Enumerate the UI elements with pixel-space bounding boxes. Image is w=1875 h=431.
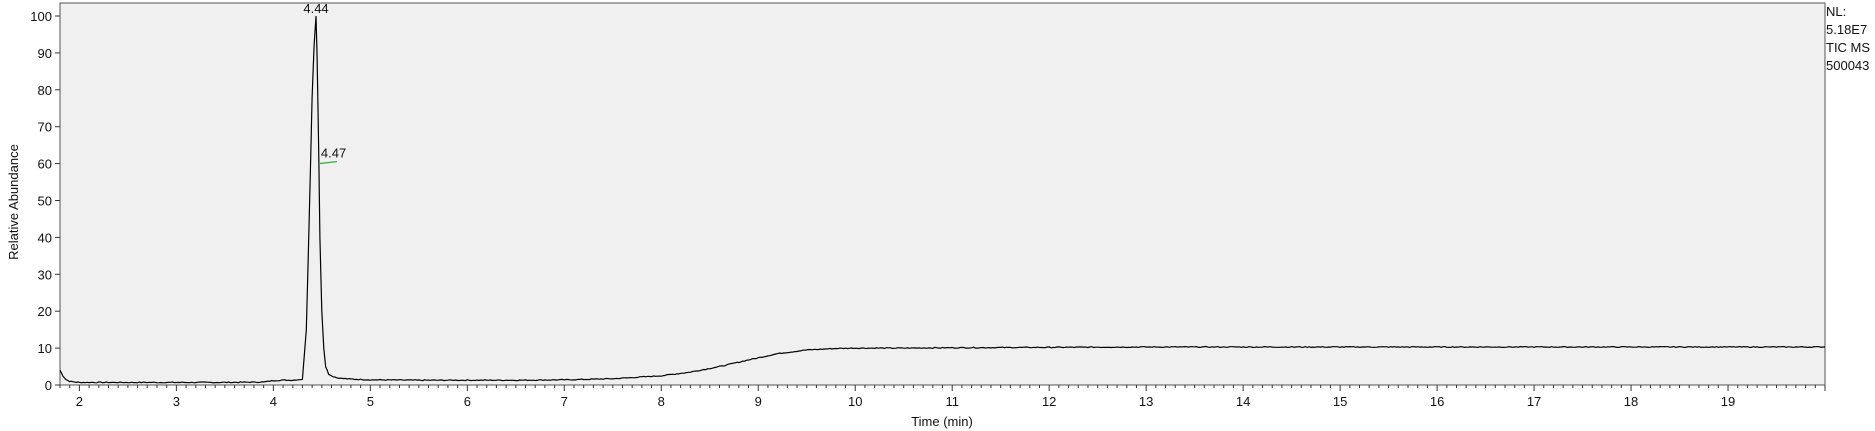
y-tick-label: 50: [38, 194, 52, 209]
x-tick-label: 3: [173, 394, 180, 409]
x-tick-label: 5: [367, 394, 374, 409]
peak-annotations: 4.44 4.47: [303, 1, 346, 165]
y-tick-label: 70: [38, 120, 52, 135]
x-tick-label: 8: [658, 394, 665, 409]
x-tick-label: 15: [1333, 394, 1347, 409]
scan-filter: TIC MS: [1826, 40, 1871, 55]
x-tick-label: 6: [464, 394, 471, 409]
x-tick-label: 14: [1236, 394, 1250, 409]
x-tick-label: 13: [1139, 394, 1153, 409]
x-tick-label: 9: [755, 394, 762, 409]
file-name: 500043: [1826, 58, 1870, 73]
y-axis-title: Relative Abundance: [6, 144, 21, 260]
x-tick-label: 7: [561, 394, 568, 409]
tic-trace-line: [59, 15, 1825, 384]
peak-marker: [318, 161, 337, 165]
y-tick-label: 80: [38, 83, 52, 98]
trace-info-panel: NL: 5.18E7 TIC MS 500043: [1826, 3, 1870, 75]
plot-area: [59, 2, 1826, 386]
x-tick-label: 18: [1624, 394, 1638, 409]
peak-label: 4.47: [321, 146, 346, 161]
y-tick-label: 0: [45, 378, 52, 393]
y-tick-label: 90: [38, 46, 52, 61]
x-axis-title: Time (min): [911, 414, 973, 429]
x-tick-label: 19: [1721, 394, 1735, 409]
x-tick-label: 16: [1430, 394, 1444, 409]
y-tick-label: 10: [38, 341, 52, 356]
y-tick-label: 30: [38, 267, 52, 282]
normalization-value: 5.18E7: [1826, 22, 1868, 37]
y-tick-label: 40: [38, 230, 52, 245]
y-axis: 0 10 20 30 40 50 60 70 80 90 100: [30, 9, 60, 393]
x-tick-label: 4: [270, 394, 277, 409]
x-tick-label: 12: [1042, 394, 1056, 409]
y-tick-label: 60: [38, 157, 52, 172]
peak-label: 4.44: [303, 1, 328, 16]
x-tick-label: 2: [76, 394, 83, 409]
x-tick-label: 11: [945, 394, 959, 409]
y-tick-label: 20: [38, 304, 52, 319]
y-tick-label: 100: [30, 9, 52, 24]
normalization-label: NL:: [1826, 4, 1847, 19]
x-tick-label: 17: [1527, 394, 1541, 409]
x-axis: 2 3 4 5 6 7 8 9 10 11 12 13 14 15 16 17 18 19: [59, 385, 1826, 409]
x-tick-label: 10: [848, 394, 862, 409]
